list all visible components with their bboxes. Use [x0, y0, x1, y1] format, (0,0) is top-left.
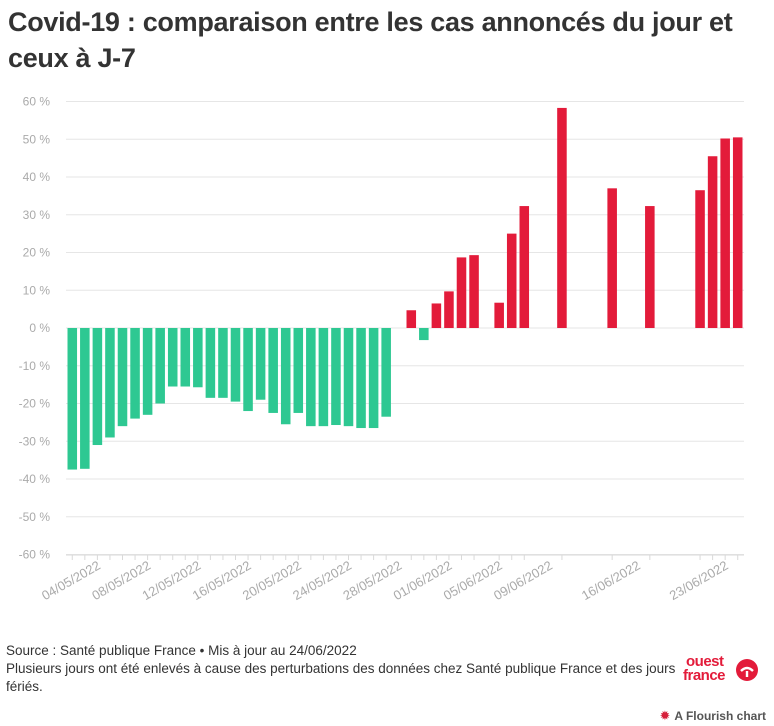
bar [419, 328, 429, 341]
bar [343, 328, 354, 427]
bar [117, 328, 128, 427]
y-tick-label: 20 % [23, 246, 51, 260]
y-tick-label: 60 % [23, 95, 51, 109]
logo-line-2: france [683, 667, 725, 684]
bar [92, 328, 103, 446]
y-tick-label: -40 % [19, 472, 51, 486]
bar [180, 328, 191, 387]
y-tick-label: 0 % [29, 321, 50, 335]
bar-chart: 60 % 50 % 40 % 30 % 20 % 10 % 0 % -10 % -20 % -30… [19, 95, 744, 604]
bar [130, 328, 140, 419]
y-tick-label: -10 % [19, 359, 51, 373]
x-tick-label: 16/06/2022 [579, 558, 643, 604]
bar [557, 107, 567, 328]
y-tick-label: -20 % [19, 397, 51, 411]
bar [456, 257, 467, 328]
y-tick-label: 30 % [23, 208, 51, 222]
bar [67, 328, 78, 470]
bar [607, 188, 617, 328]
bar [368, 328, 379, 429]
bar [255, 328, 266, 400]
y-tick-label: 10 % [23, 283, 51, 297]
bar [80, 328, 90, 469]
y-tick-label: 40 % [23, 170, 51, 184]
logo-mark-icon [736, 659, 758, 681]
y-tick-label: -30 % [19, 434, 51, 448]
bar [720, 138, 730, 328]
chart-footer: Source : Santé publique France • Mis à j… [6, 642, 676, 696]
flourish-credit-link[interactable]: ✹ A Flourish chart [660, 708, 766, 724]
data-note: Plusieurs jours ont été enlevés à cause … [6, 661, 676, 694]
bar [381, 328, 391, 417]
bar [707, 156, 718, 328]
source-note: Source : Santé publique France • Mis à j… [6, 643, 357, 658]
bar [293, 328, 304, 413]
bar [268, 328, 278, 413]
y-tick-label: 50 % [23, 132, 51, 146]
bar [243, 328, 253, 412]
ouest-france-logo: ouest france [683, 653, 758, 684]
bar [193, 328, 203, 388]
x-tick-label: 23/06/2022 [667, 558, 731, 604]
bar [306, 328, 316, 427]
chart-title: Covid-19 : comparaison entre les cas ann… [8, 7, 733, 73]
bar [732, 137, 743, 328]
bar [230, 328, 241, 402]
bar [155, 328, 165, 404]
logo-line-1: ouest [686, 653, 724, 670]
y-tick-label: -50 % [19, 510, 51, 524]
bar [167, 328, 178, 387]
flourish-credit-label: A Flourish chart [674, 709, 766, 723]
bar [444, 291, 454, 328]
bar [218, 328, 228, 398]
bar [469, 255, 479, 328]
bar [205, 328, 216, 398]
bar [695, 190, 705, 328]
bar [356, 328, 366, 429]
flourish-icon: ✹ [659, 708, 671, 723]
y-tick-label: -60 % [19, 548, 51, 562]
bar [519, 206, 530, 328]
bar [318, 328, 329, 427]
bar [331, 328, 341, 426]
bar [142, 328, 153, 415]
bar [494, 302, 504, 328]
bar [645, 206, 655, 328]
bar [280, 328, 291, 425]
bar [406, 310, 417, 328]
bar [105, 328, 115, 438]
bar [431, 303, 442, 328]
bar [506, 233, 517, 328]
